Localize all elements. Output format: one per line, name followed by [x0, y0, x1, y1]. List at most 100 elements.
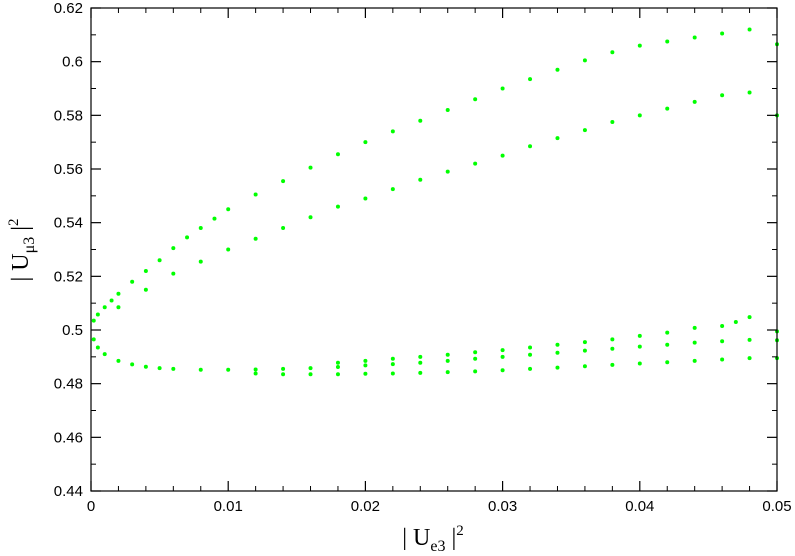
data-point-0-110 [390, 356, 395, 361]
data-point-0-2 [102, 305, 107, 310]
data-point-0-92 [363, 371, 368, 376]
data-point-0-43 [390, 187, 395, 192]
data-point-0-105 [720, 357, 725, 362]
data-point-0-56 [747, 90, 752, 95]
data-point-0-77 [500, 354, 505, 359]
data-point-0-67 [226, 367, 231, 372]
data-point-0-52 [637, 113, 642, 118]
y-axis-title: | Uμ3 |2 [6, 218, 40, 281]
data-point-0-1 [95, 312, 100, 317]
data-point-0-5 [130, 279, 135, 284]
data-point-0-76 [473, 356, 478, 361]
y-tick-labels: 0.44 0.46 0.48 0.5 0.52 0.54 0.56 0.58 0.6 0.62 [54, 0, 83, 500]
x-axis-title-bar-right: | [451, 525, 456, 551]
data-point-0-40 [308, 215, 313, 220]
data-point-0-95 [445, 370, 450, 375]
data-point-0-116 [555, 342, 560, 347]
data-point-0-106 [747, 356, 752, 361]
y-tick-label: 0.62 [54, 0, 83, 17]
y-tick-label: 0.58 [54, 107, 83, 124]
data-point-0-101 [610, 362, 615, 367]
y-tick-label: 0.5 [62, 322, 83, 339]
data-point-0-25 [582, 58, 587, 63]
data-point-0-75 [445, 358, 450, 363]
data-point-0-72 [363, 363, 368, 368]
data-point-0-70 [308, 366, 313, 371]
data-point-0-73 [390, 362, 395, 367]
data-point-0-11 [212, 216, 217, 221]
data-point-0-28 [665, 39, 670, 44]
data-point-0-53 [665, 106, 670, 111]
data-point-0-108 [335, 360, 340, 365]
data-point-0-65 [171, 366, 176, 371]
data-point-0-113 [473, 350, 478, 355]
data-point-0-98 [528, 366, 533, 371]
data-point-0-60 [102, 352, 107, 357]
data-point-0-109 [363, 358, 368, 363]
x-axis-title: | Ue3 |2 [402, 523, 464, 556]
data-point-0-91 [335, 372, 340, 377]
y-tick-label: 0.44 [54, 483, 83, 500]
data-point-0-118 [610, 337, 615, 342]
x-tick-labels: 0 0.01 0.02 0.03 0.04 0.05 [87, 498, 792, 515]
y-tick-label: 0.48 [54, 376, 83, 393]
data-point-0-10 [198, 226, 203, 231]
y-tick-label: 0.56 [54, 161, 83, 178]
data-point-0-94 [418, 370, 423, 375]
data-point-0-69 [281, 366, 286, 371]
data-point-0-81 [610, 346, 615, 351]
data-point-0-68 [253, 367, 258, 372]
data-point-0-30 [720, 31, 725, 36]
data-point-0-71 [335, 365, 340, 370]
data-point-0-102 [637, 361, 642, 366]
data-point-0-86 [747, 337, 752, 342]
data-point-0-31 [747, 27, 752, 32]
data-point-0-124 [747, 315, 752, 320]
data-point-0-119 [637, 333, 642, 338]
x-tick-label: 0 [87, 498, 95, 515]
data-point-0-103 [665, 360, 670, 365]
data-point-0-29 [692, 35, 697, 40]
data-point-0-61 [116, 358, 121, 363]
axis-ticks [90, 7, 778, 492]
data-point-0-96 [473, 369, 478, 374]
data-point-0-41 [335, 204, 340, 209]
data-point-0-55 [720, 93, 725, 98]
x-axis-title-sub: e3 [430, 538, 445, 555]
data-point-0-100 [582, 364, 587, 369]
data-point-0-42 [363, 196, 368, 201]
data-point-0-122 [720, 323, 725, 328]
data-point-0-49 [555, 136, 560, 141]
data-point-0-46 [473, 161, 478, 166]
data-point-0-123 [733, 319, 738, 324]
data-point-0-14 [281, 179, 286, 184]
data-point-0-50 [582, 128, 587, 133]
x-axis-title-base: U [413, 525, 430, 551]
data-point-0-63 [143, 364, 148, 369]
y-tick-label: 0.6 [62, 54, 83, 71]
data-point-0-36 [198, 259, 203, 264]
x-axis-title-sup: 2 [456, 523, 464, 539]
data-point-0-37 [226, 247, 231, 252]
data-point-0-90 [308, 372, 313, 377]
data-point-0-24 [555, 67, 560, 72]
data-point-0-99 [555, 365, 560, 370]
data-point-0-26 [610, 50, 615, 55]
data-point-0-121 [692, 325, 697, 330]
data-point-0-84 [692, 340, 697, 345]
y-axis-title-sup: 2 [6, 218, 22, 226]
data-point-0-16 [335, 152, 340, 157]
x-tick-label: 0.01 [214, 498, 243, 515]
data-point-0-54 [692, 99, 697, 104]
y-axis-title-bar-right: | [8, 226, 34, 231]
data-point-0-115 [528, 345, 533, 350]
data-point-0-78 [528, 352, 533, 357]
data-point-0-93 [390, 371, 395, 376]
data-point-0-44 [418, 177, 423, 182]
y-tick-label: 0.54 [54, 215, 83, 232]
data-point-0-74 [418, 360, 423, 365]
data-point-0-97 [500, 368, 505, 373]
y-axis-title-base: U [8, 253, 34, 270]
data-point-0-59 [95, 345, 100, 350]
y-axis-title-sub: μ3 [21, 237, 38, 254]
